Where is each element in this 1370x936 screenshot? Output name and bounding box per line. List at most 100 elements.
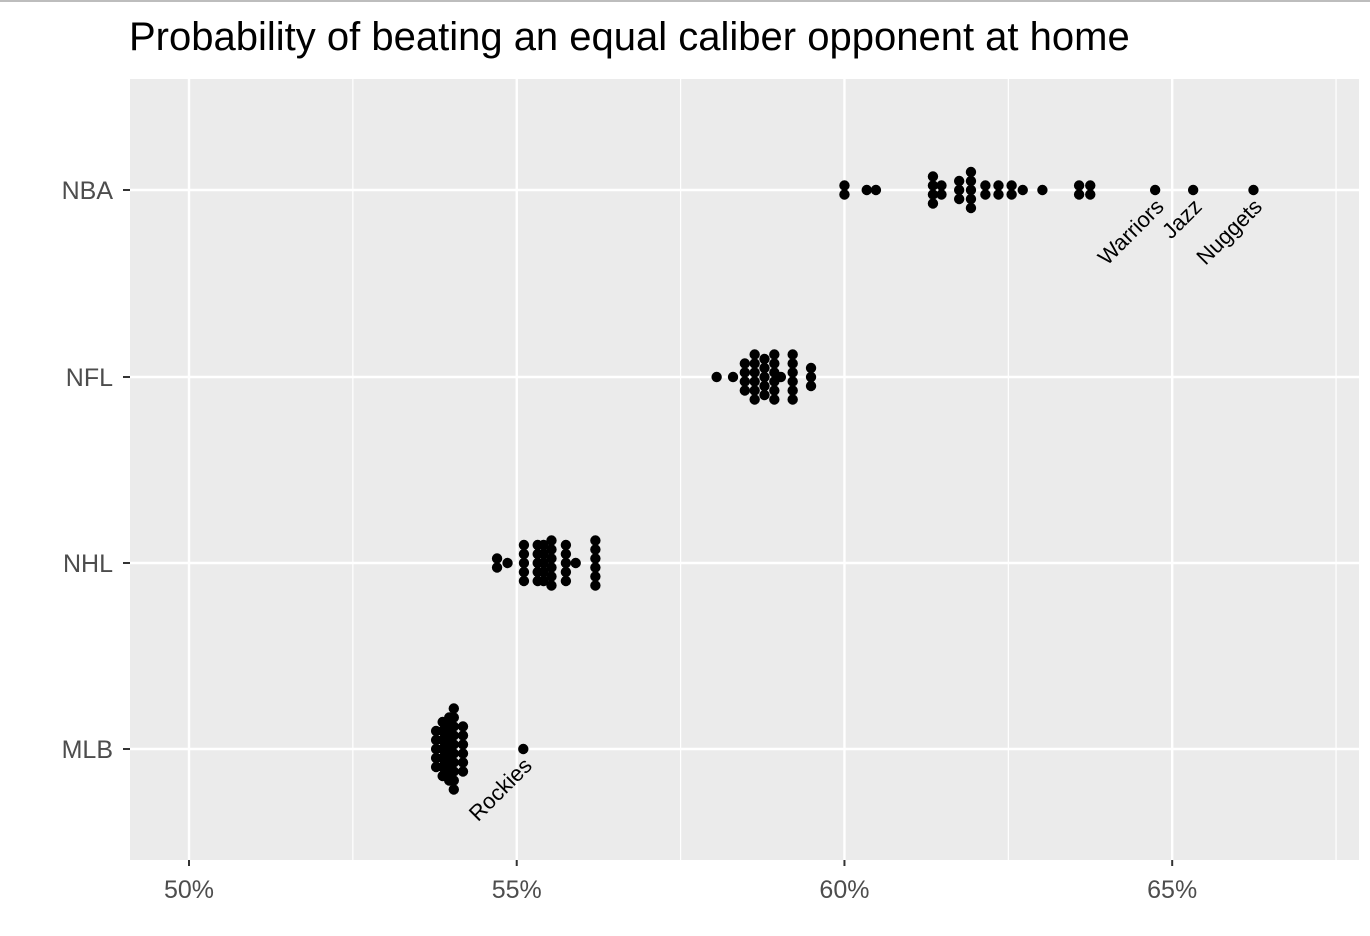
data-point bbox=[749, 385, 760, 396]
data-point bbox=[993, 189, 1004, 200]
data-point bbox=[1085, 180, 1096, 191]
data-point bbox=[448, 721, 460, 732]
data-point bbox=[965, 202, 977, 214]
data-point bbox=[711, 371, 722, 383]
data-point bbox=[1006, 180, 1017, 191]
data-point bbox=[538, 575, 549, 587]
data-point bbox=[1037, 184, 1048, 196]
data-point bbox=[457, 757, 469, 768]
data-point bbox=[739, 385, 751, 396]
data-point bbox=[518, 575, 530, 587]
data-point bbox=[749, 349, 760, 360]
data-point bbox=[936, 189, 947, 200]
data-point bbox=[805, 362, 817, 374]
data-point bbox=[953, 184, 965, 196]
data-point bbox=[590, 580, 601, 591]
chart-title: Probability of beating an equal caliber … bbox=[129, 15, 1130, 59]
data-point bbox=[518, 557, 530, 569]
data-point bbox=[538, 548, 549, 560]
data-point bbox=[839, 180, 850, 191]
data-point bbox=[560, 575, 572, 587]
data-point bbox=[518, 743, 529, 755]
x-tick-label: 65% bbox=[1147, 876, 1197, 904]
data-point bbox=[965, 166, 977, 178]
data-point bbox=[448, 784, 460, 795]
data-point bbox=[448, 730, 460, 741]
data-point bbox=[787, 367, 798, 378]
data-point bbox=[1073, 189, 1085, 200]
data-point bbox=[927, 171, 939, 182]
y-tick-label: MLB bbox=[62, 736, 113, 764]
data-point bbox=[965, 184, 977, 196]
data-point bbox=[518, 548, 530, 560]
data-point bbox=[759, 389, 770, 401]
data-point bbox=[749, 394, 760, 405]
data-point bbox=[491, 553, 503, 564]
data-point bbox=[546, 553, 557, 564]
data-point bbox=[927, 180, 939, 191]
data-point bbox=[993, 180, 1004, 191]
data-point bbox=[570, 557, 581, 569]
y-tick-label: NBA bbox=[62, 177, 114, 205]
data-point bbox=[759, 362, 770, 374]
data-point bbox=[457, 766, 469, 777]
data-point bbox=[759, 353, 770, 365]
data-point bbox=[448, 712, 460, 723]
data-point bbox=[980, 189, 991, 200]
data-point bbox=[560, 539, 572, 551]
data-point bbox=[560, 566, 572, 578]
data-point bbox=[861, 184, 872, 196]
data-point bbox=[546, 571, 557, 582]
data-point bbox=[538, 557, 549, 569]
data-point bbox=[1006, 189, 1017, 200]
axes: 50% 55% 60% 65% NBA NFL NHL MLB bbox=[62, 177, 1198, 904]
data-point bbox=[739, 358, 751, 369]
y-tick-label: NFL bbox=[66, 364, 113, 392]
data-point bbox=[448, 757, 460, 768]
data-point bbox=[839, 189, 850, 200]
y-tick-label: NHL bbox=[63, 550, 113, 578]
data-point bbox=[590, 535, 601, 546]
x-tick-label: 60% bbox=[819, 876, 869, 904]
data-point bbox=[590, 544, 601, 555]
data-point bbox=[787, 376, 798, 387]
data-point bbox=[546, 544, 557, 555]
data-point bbox=[560, 557, 572, 569]
plot-panel bbox=[130, 79, 1359, 860]
data-point bbox=[538, 539, 549, 551]
data-point bbox=[759, 371, 770, 383]
data-point bbox=[739, 376, 751, 387]
data-point bbox=[787, 349, 798, 360]
data-point bbox=[936, 180, 947, 191]
data-point bbox=[965, 175, 977, 187]
data-point bbox=[448, 739, 460, 750]
data-point bbox=[787, 385, 798, 396]
data-points bbox=[430, 166, 1259, 795]
data-point bbox=[1085, 189, 1096, 200]
data-point bbox=[448, 703, 460, 714]
data-point bbox=[491, 562, 503, 573]
data-point bbox=[546, 580, 557, 591]
top-border bbox=[0, 0, 1370, 2]
data-point bbox=[965, 193, 977, 205]
data-point bbox=[518, 539, 530, 551]
data-point bbox=[546, 562, 557, 573]
data-point bbox=[787, 394, 798, 405]
data-point bbox=[502, 557, 513, 569]
data-point bbox=[1073, 180, 1085, 191]
data-point bbox=[870, 184, 882, 196]
data-point bbox=[457, 730, 469, 741]
data-point bbox=[590, 562, 601, 573]
x-tick-label: 55% bbox=[492, 876, 542, 904]
data-point bbox=[590, 553, 601, 564]
data-point bbox=[953, 175, 965, 187]
data-point bbox=[749, 358, 760, 369]
data-point bbox=[538, 566, 549, 578]
data-point bbox=[739, 367, 751, 378]
data-point bbox=[787, 358, 798, 369]
data-point bbox=[727, 371, 739, 383]
data-point bbox=[457, 721, 469, 732]
data-point bbox=[448, 775, 460, 786]
